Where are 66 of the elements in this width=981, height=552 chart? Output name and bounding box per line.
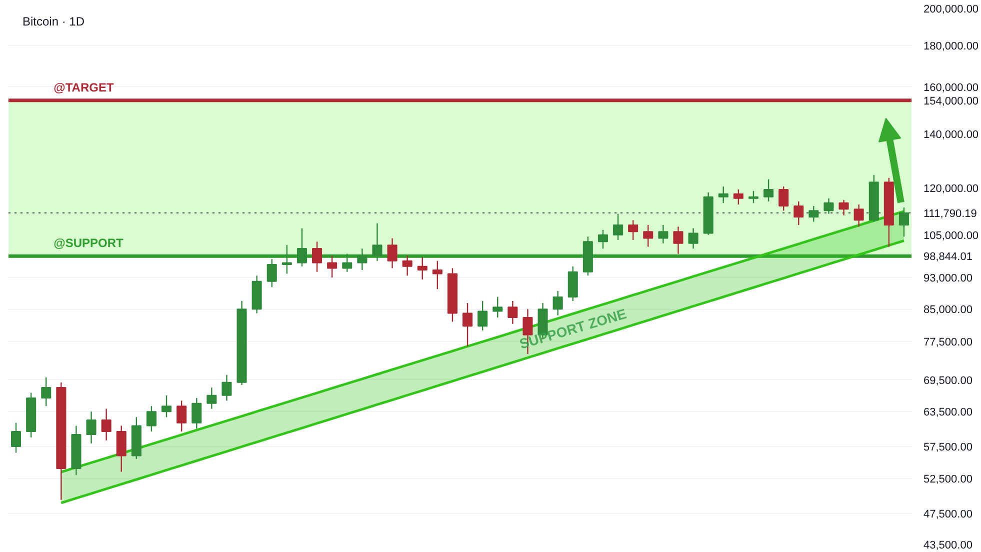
candlestick [372, 222, 382, 262]
y-tick-label: 160,000.00 [924, 82, 979, 94]
candlestick [598, 229, 608, 250]
y-tick-label: 57,500.00 [924, 441, 972, 454]
y-tick-label: 63,500.00 [924, 406, 972, 419]
candlestick [552, 290, 563, 316]
text: Bitcoin · 1D [22, 14, 85, 28]
y-tick-label: 93,000.00 [924, 272, 972, 285]
candlestick [688, 228, 698, 250]
candlestick [898, 206, 909, 238]
candlestick [101, 408, 112, 442]
candlestick [673, 226, 684, 254]
candlestick [838, 199, 849, 216]
candlestick [794, 200, 804, 226]
candlestick [508, 300, 518, 325]
candlestick [192, 397, 202, 430]
y-tick-label: 111,790.19 [924, 208, 977, 220]
candlestick [11, 422, 22, 454]
candlestick [86, 410, 96, 444]
candlestick [146, 406, 156, 432]
candlestick [222, 374, 232, 402]
candlestick [162, 394, 172, 418]
y-tick-label: 52,500.00 [924, 473, 972, 486]
y-tick-label: 98,844.01 [924, 251, 972, 264]
candlestick [628, 220, 638, 241]
candlestick [266, 258, 277, 288]
y-tick-label: 47,500.00 [924, 508, 972, 521]
candlestick [492, 296, 503, 318]
candlestick [658, 224, 668, 244]
candlestick [643, 224, 654, 248]
candlestick [312, 241, 322, 273]
candlestick [824, 198, 834, 214]
y-tick-label: 85,000.00 [924, 304, 972, 316]
candlestick [387, 238, 398, 269]
y-tick-label: 43,500.00 [924, 540, 972, 552]
y-tick-label: 180,000.00 [924, 40, 979, 53]
candlestick [808, 205, 819, 222]
y-tick-label: 120,000.00 [924, 182, 979, 195]
ref-line-label: @TARGET [54, 80, 114, 94]
candlestick [462, 302, 473, 347]
candlestick [282, 244, 292, 274]
candlestick [41, 376, 52, 407]
candlestick [478, 300, 488, 332]
candlestick [613, 213, 624, 241]
y-tick-label: 140,000.00 [924, 128, 979, 141]
candlestick [206, 386, 217, 410]
ref-line-label: @SUPPORT [54, 236, 124, 250]
candlestick [402, 254, 412, 276]
candlestick [718, 186, 728, 204]
candlestick [342, 253, 352, 273]
y-tick-label: 105,000.00 [924, 230, 979, 242]
candlestick [296, 228, 307, 267]
y-tick-label: 200,000.00 [924, 4, 979, 16]
candlestick [748, 190, 758, 204]
candlestick [357, 248, 368, 271]
candlestick [417, 256, 428, 280]
y-tick-label: 77,500.00 [924, 336, 972, 349]
candlestick [733, 188, 744, 206]
candlestick [432, 260, 442, 290]
candlestick [327, 254, 338, 278]
candlestick [854, 204, 864, 228]
candlestick [764, 178, 774, 202]
y-tick-label: 69,500.00 [924, 374, 972, 387]
y-tick-label: 154,000.00 [924, 95, 979, 108]
candlestick [778, 186, 789, 212]
candlestick [176, 400, 187, 432]
